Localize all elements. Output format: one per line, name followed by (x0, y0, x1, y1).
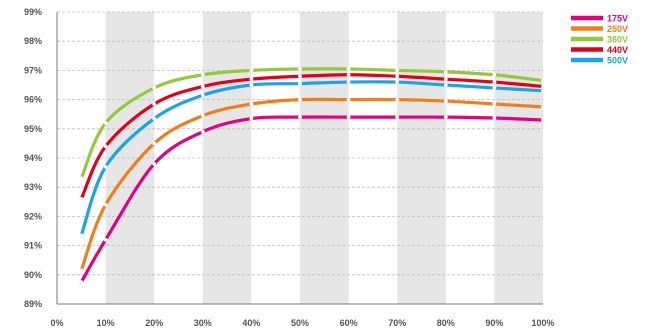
data-point-360v (443, 69, 448, 74)
data-point-175v (541, 118, 545, 122)
data-point-250v (395, 97, 400, 102)
x-tick-label: 100% (531, 318, 554, 328)
y-tick-label: 93% (24, 182, 42, 192)
x-tick-label: 50% (291, 318, 309, 328)
data-point-440v (200, 84, 205, 89)
x-tick-label: 40% (242, 318, 260, 328)
data-point-440v (249, 77, 254, 82)
x-tick-label: 0% (50, 318, 63, 328)
data-point-175v (249, 116, 254, 121)
data-point-440v (298, 74, 302, 79)
y-tick-label: 91% (24, 241, 42, 251)
legend-label-440v: 440V (607, 45, 628, 55)
axes (56, 12, 543, 305)
y-tick-label: 89% (24, 299, 42, 309)
data-point-440v (79, 196, 84, 201)
data-point-250v (298, 97, 302, 102)
data-point-250v (103, 202, 108, 207)
data-point-440v (395, 74, 400, 79)
x-tick-label: 60% (340, 318, 358, 328)
data-point-360v (346, 67, 351, 71)
data-point-250v (79, 268, 84, 273)
data-point-250v (346, 97, 351, 102)
x-tick-label: 90% (485, 318, 503, 328)
y-tick-label: 96% (24, 95, 42, 105)
y-tick-label: 97% (24, 65, 42, 75)
y-tick-label: 95% (24, 124, 42, 134)
data-point-500v (443, 83, 448, 87)
data-point-250v (200, 113, 205, 118)
data-point-175v (346, 115, 351, 120)
data-point-175v (492, 116, 497, 120)
data-point-360v (541, 78, 545, 83)
data-point-440v (103, 144, 108, 149)
y-tick-label: 98% (24, 36, 42, 46)
y-tick-label: 99% (24, 7, 42, 17)
data-point-360v (200, 72, 205, 77)
data-point-360v (395, 68, 400, 73)
legend-label-360v: 360V (607, 35, 628, 45)
data-point-360v (79, 176, 84, 181)
data-point-500v (541, 88, 545, 93)
legend-label-500v: 500V (607, 56, 628, 66)
y-tick-label: 94% (24, 153, 42, 163)
data-point-175v (298, 115, 302, 120)
x-tick-labels: 0% 10% 20% 30% 40% 50% 60% 70% 80% 90% 100% (50, 318, 554, 328)
data-point-500v (492, 86, 497, 90)
data-point-250v (443, 99, 448, 103)
data-point-360v (298, 67, 302, 71)
y-tick-labels: 89% 90% 91% 92% 93% 94% 95% 96% 97% 98% 99% (24, 7, 42, 309)
data-point-440v (346, 72, 351, 77)
data-point-250v (541, 105, 545, 109)
y-tick-label: 92% (24, 211, 42, 221)
data-point-250v (152, 141, 157, 146)
y-tick-label: 90% (24, 270, 42, 280)
data-point-440v (541, 84, 545, 89)
data-point-175v (103, 237, 108, 242)
data-point-440v (492, 80, 497, 84)
data-point-440v (152, 102, 157, 106)
data-point-360v (152, 86, 157, 90)
data-point-500v (152, 116, 157, 121)
data-point-500v (249, 83, 254, 87)
data-point-500v (395, 80, 400, 84)
data-point-175v (443, 115, 448, 120)
legend-label-175v: 175V (607, 14, 628, 24)
data-point-500v (79, 233, 84, 238)
data-point-500v (103, 164, 108, 169)
data-point-360v (249, 68, 254, 73)
data-point-250v (249, 102, 254, 106)
data-point-500v (298, 81, 302, 86)
series-lines (79, 67, 545, 284)
data-point-440v (443, 77, 448, 82)
data-point-360v (492, 72, 497, 77)
data-point-175v (395, 115, 400, 120)
data-point-500v (200, 93, 205, 98)
data-point-175v (200, 129, 205, 134)
x-tick-label: 30% (194, 318, 212, 328)
data-point-175v (152, 161, 157, 166)
data-point-360v (103, 121, 108, 125)
legend-label-250v: 250V (607, 24, 628, 34)
data-point-250v (492, 102, 497, 106)
data-point-175v (79, 280, 84, 284)
x-tick-label: 70% (388, 318, 406, 328)
data-point-500v (346, 80, 351, 84)
x-tick-label: 80% (437, 318, 455, 328)
x-tick-label: 20% (145, 318, 163, 328)
x-tick-label: 10% (97, 318, 115, 328)
